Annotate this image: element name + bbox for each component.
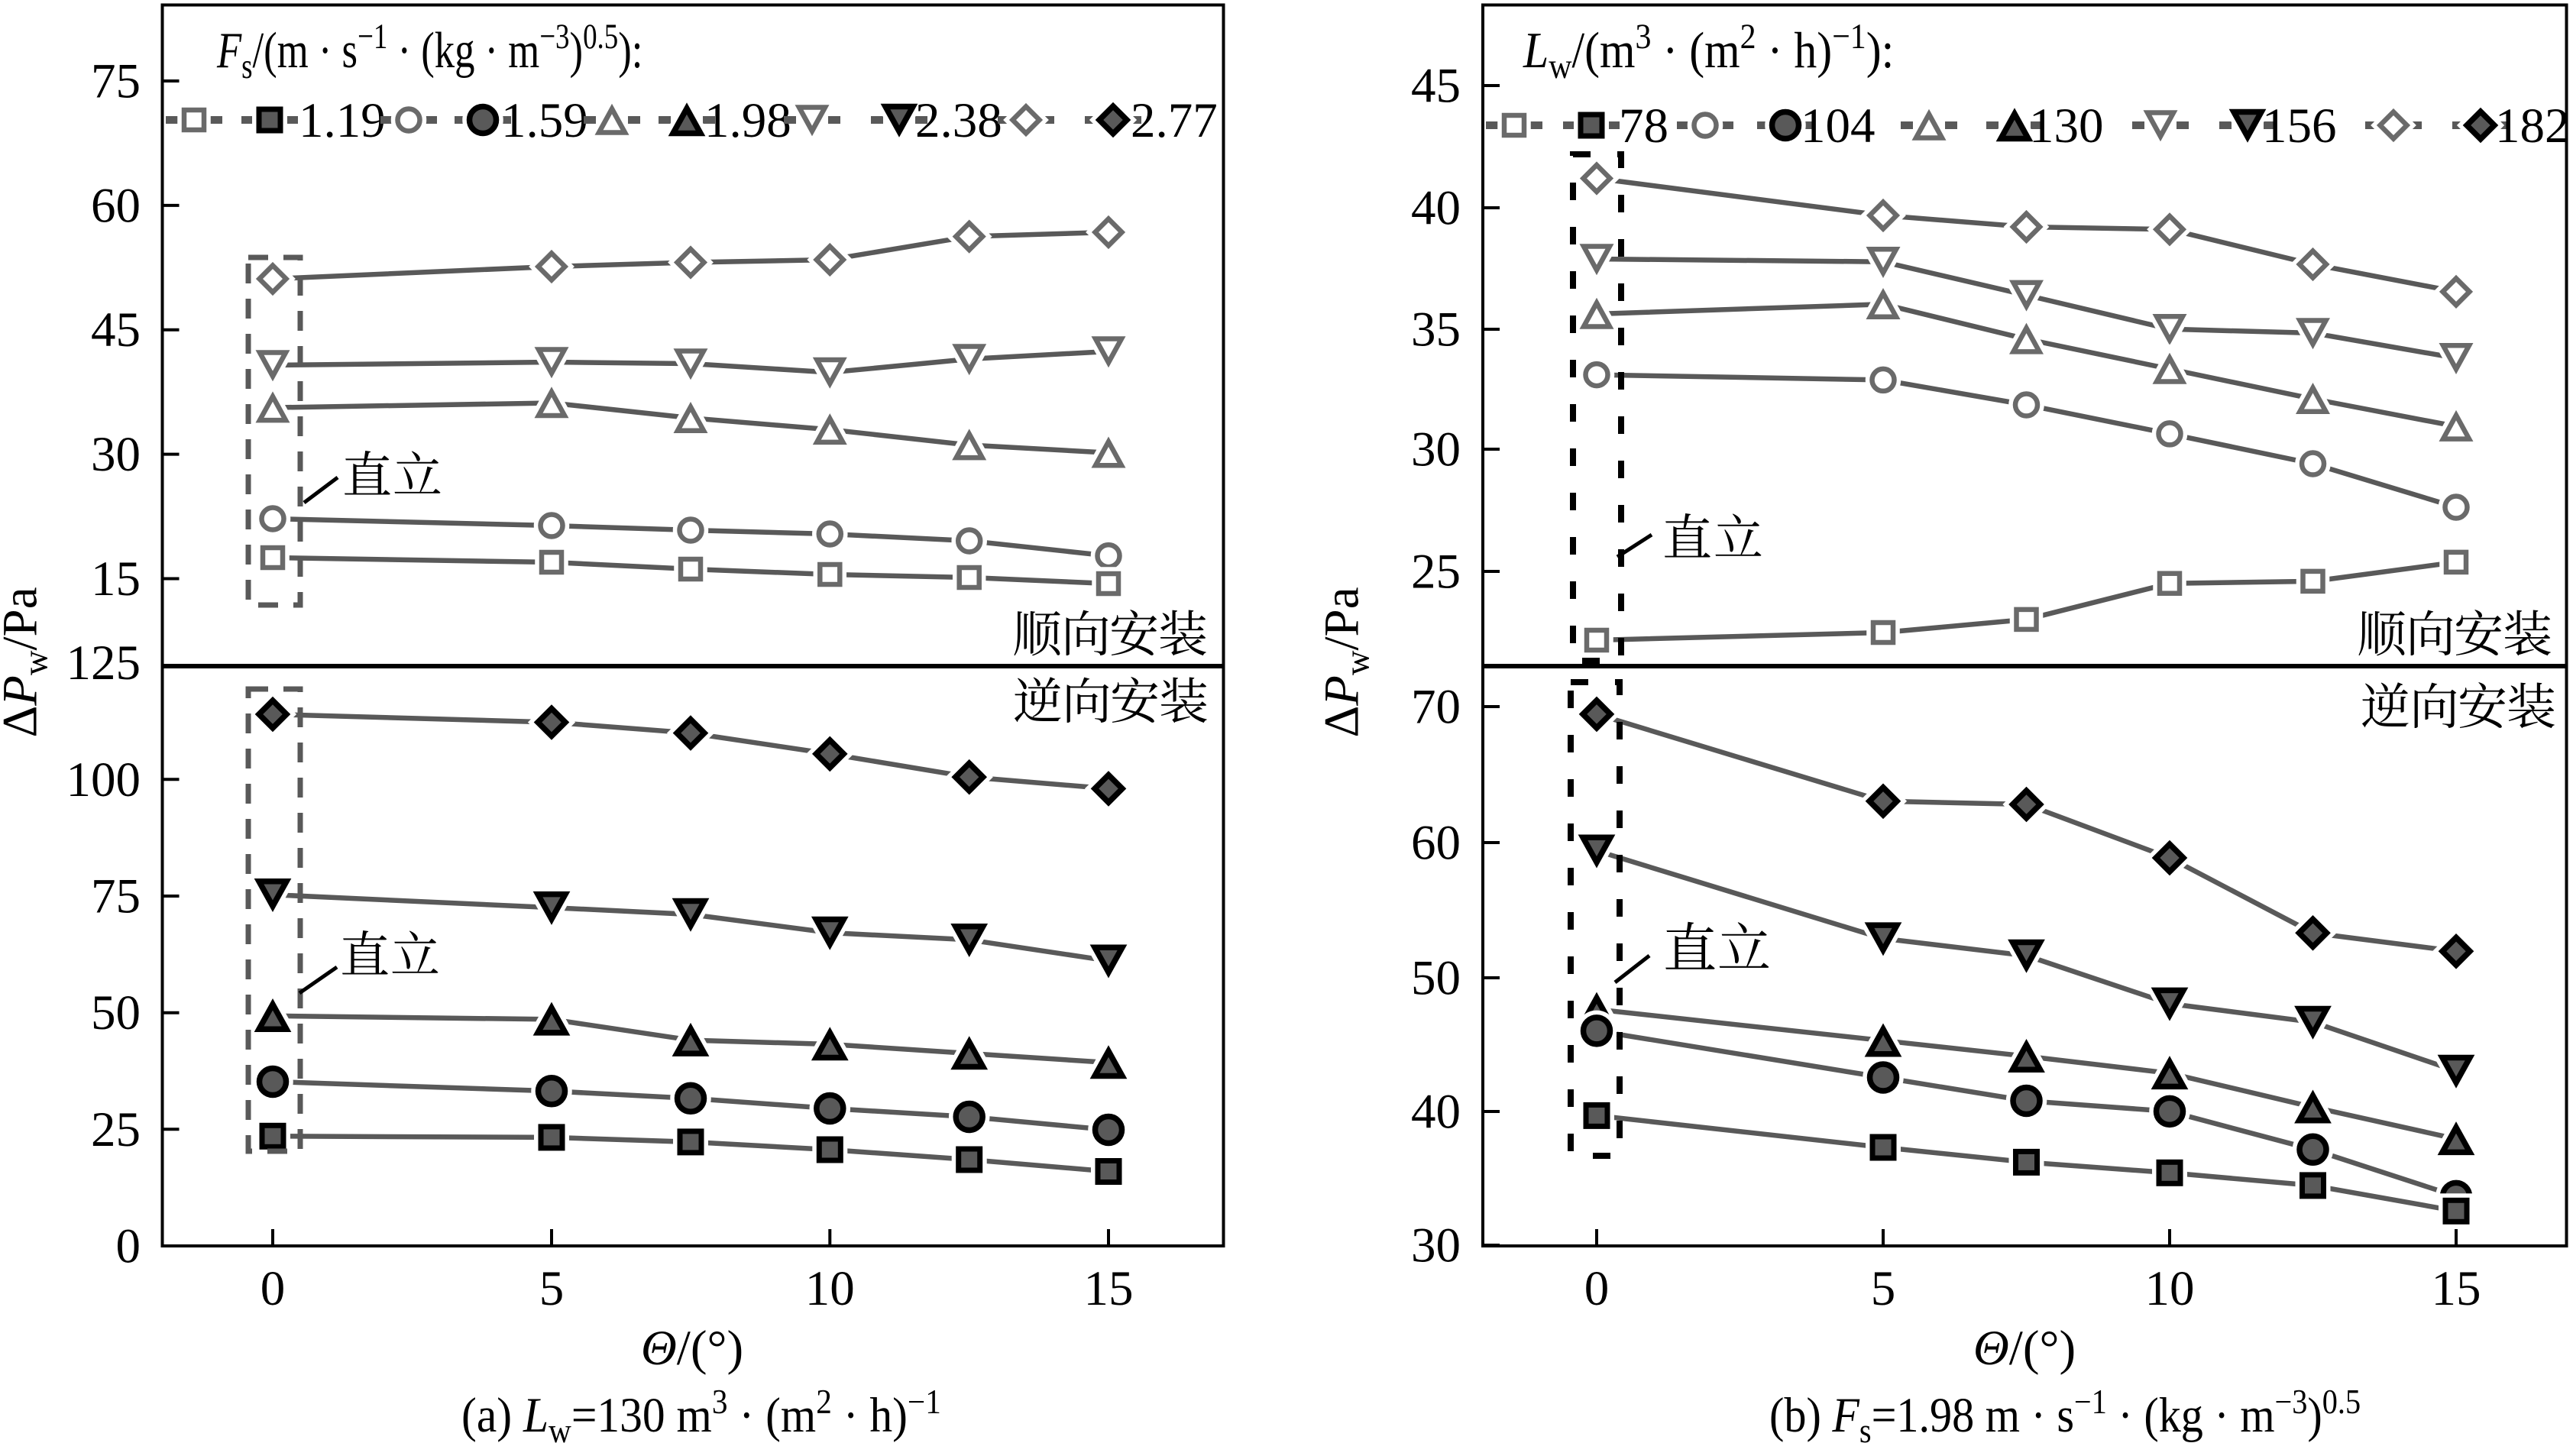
svg-text:30: 30 <box>1411 1218 1461 1273</box>
svg-text:30: 30 <box>91 427 141 482</box>
svg-text:104: 104 <box>1801 99 1876 154</box>
svg-text:0: 0 <box>1584 1261 1610 1316</box>
svg-text:40: 40 <box>1411 1085 1461 1140</box>
svg-text:ΔPw/Pa: ΔPw/Pa <box>0 587 55 737</box>
svg-text:2.77: 2.77 <box>1131 93 1218 148</box>
svg-text:35: 35 <box>1411 303 1461 358</box>
svg-text:(b) Fs=1.98 m · s−1 · (kg · m−: (b) Fs=1.98 m · s−1 · (kg · m−3)0.5 <box>1769 1383 2361 1451</box>
svg-text:1.59: 1.59 <box>501 93 588 148</box>
svg-text:75: 75 <box>91 869 141 924</box>
svg-text:50: 50 <box>1411 951 1461 1006</box>
svg-text:10: 10 <box>2145 1261 2195 1316</box>
svg-text:45: 45 <box>1411 59 1461 114</box>
svg-text:60: 60 <box>1411 816 1461 871</box>
svg-text:156: 156 <box>2262 99 2337 154</box>
svg-text:1.19: 1.19 <box>299 93 386 148</box>
svg-text:40: 40 <box>1411 181 1461 236</box>
svg-text:130: 130 <box>2029 99 2104 154</box>
svg-text:45: 45 <box>91 303 141 358</box>
svg-text:25: 25 <box>91 1102 141 1157</box>
svg-text:5: 5 <box>1871 1261 1896 1316</box>
svg-text:Fs/(m · s−1 · (kg · m−3)0.5):: Fs/(m · s−1 · (kg · m−3)0.5): <box>216 17 642 86</box>
svg-text:25: 25 <box>1411 545 1461 600</box>
svg-text:182: 182 <box>2495 99 2570 154</box>
svg-text:30: 30 <box>1411 422 1461 477</box>
svg-text:60: 60 <box>91 178 141 233</box>
svg-text:15: 15 <box>2432 1261 2481 1316</box>
svg-text:100: 100 <box>66 752 141 807</box>
svg-text:2.38: 2.38 <box>915 93 1002 148</box>
svg-text:Θ/(°): Θ/(°) <box>1973 1321 2076 1376</box>
svg-text:1.98: 1.98 <box>704 93 791 148</box>
svg-text:50: 50 <box>91 985 141 1040</box>
svg-text:(a) Lw=130 m3 · (m2 · h)−1: (a) Lw=130 m3 · (m2 · h)−1 <box>461 1383 941 1450</box>
svg-text:125: 125 <box>66 636 141 691</box>
svg-text:15: 15 <box>91 552 141 607</box>
svg-text:Lw/(m3 · (m2 · h)−1):: Lw/(m3 · (m2 · h)−1): <box>1523 16 1894 86</box>
svg-text:Θ/(°): Θ/(°) <box>641 1321 743 1376</box>
svg-text:15: 15 <box>1084 1261 1134 1316</box>
svg-text:0: 0 <box>261 1261 286 1316</box>
svg-text:75: 75 <box>91 54 141 109</box>
svg-text:78: 78 <box>1619 99 1668 154</box>
svg-text:5: 5 <box>539 1261 565 1316</box>
svg-text:70: 70 <box>1411 680 1461 735</box>
svg-text:ΔPw/Pa: ΔPw/Pa <box>1315 587 1377 737</box>
svg-text:10: 10 <box>805 1261 855 1316</box>
svg-text:0: 0 <box>116 1219 141 1274</box>
